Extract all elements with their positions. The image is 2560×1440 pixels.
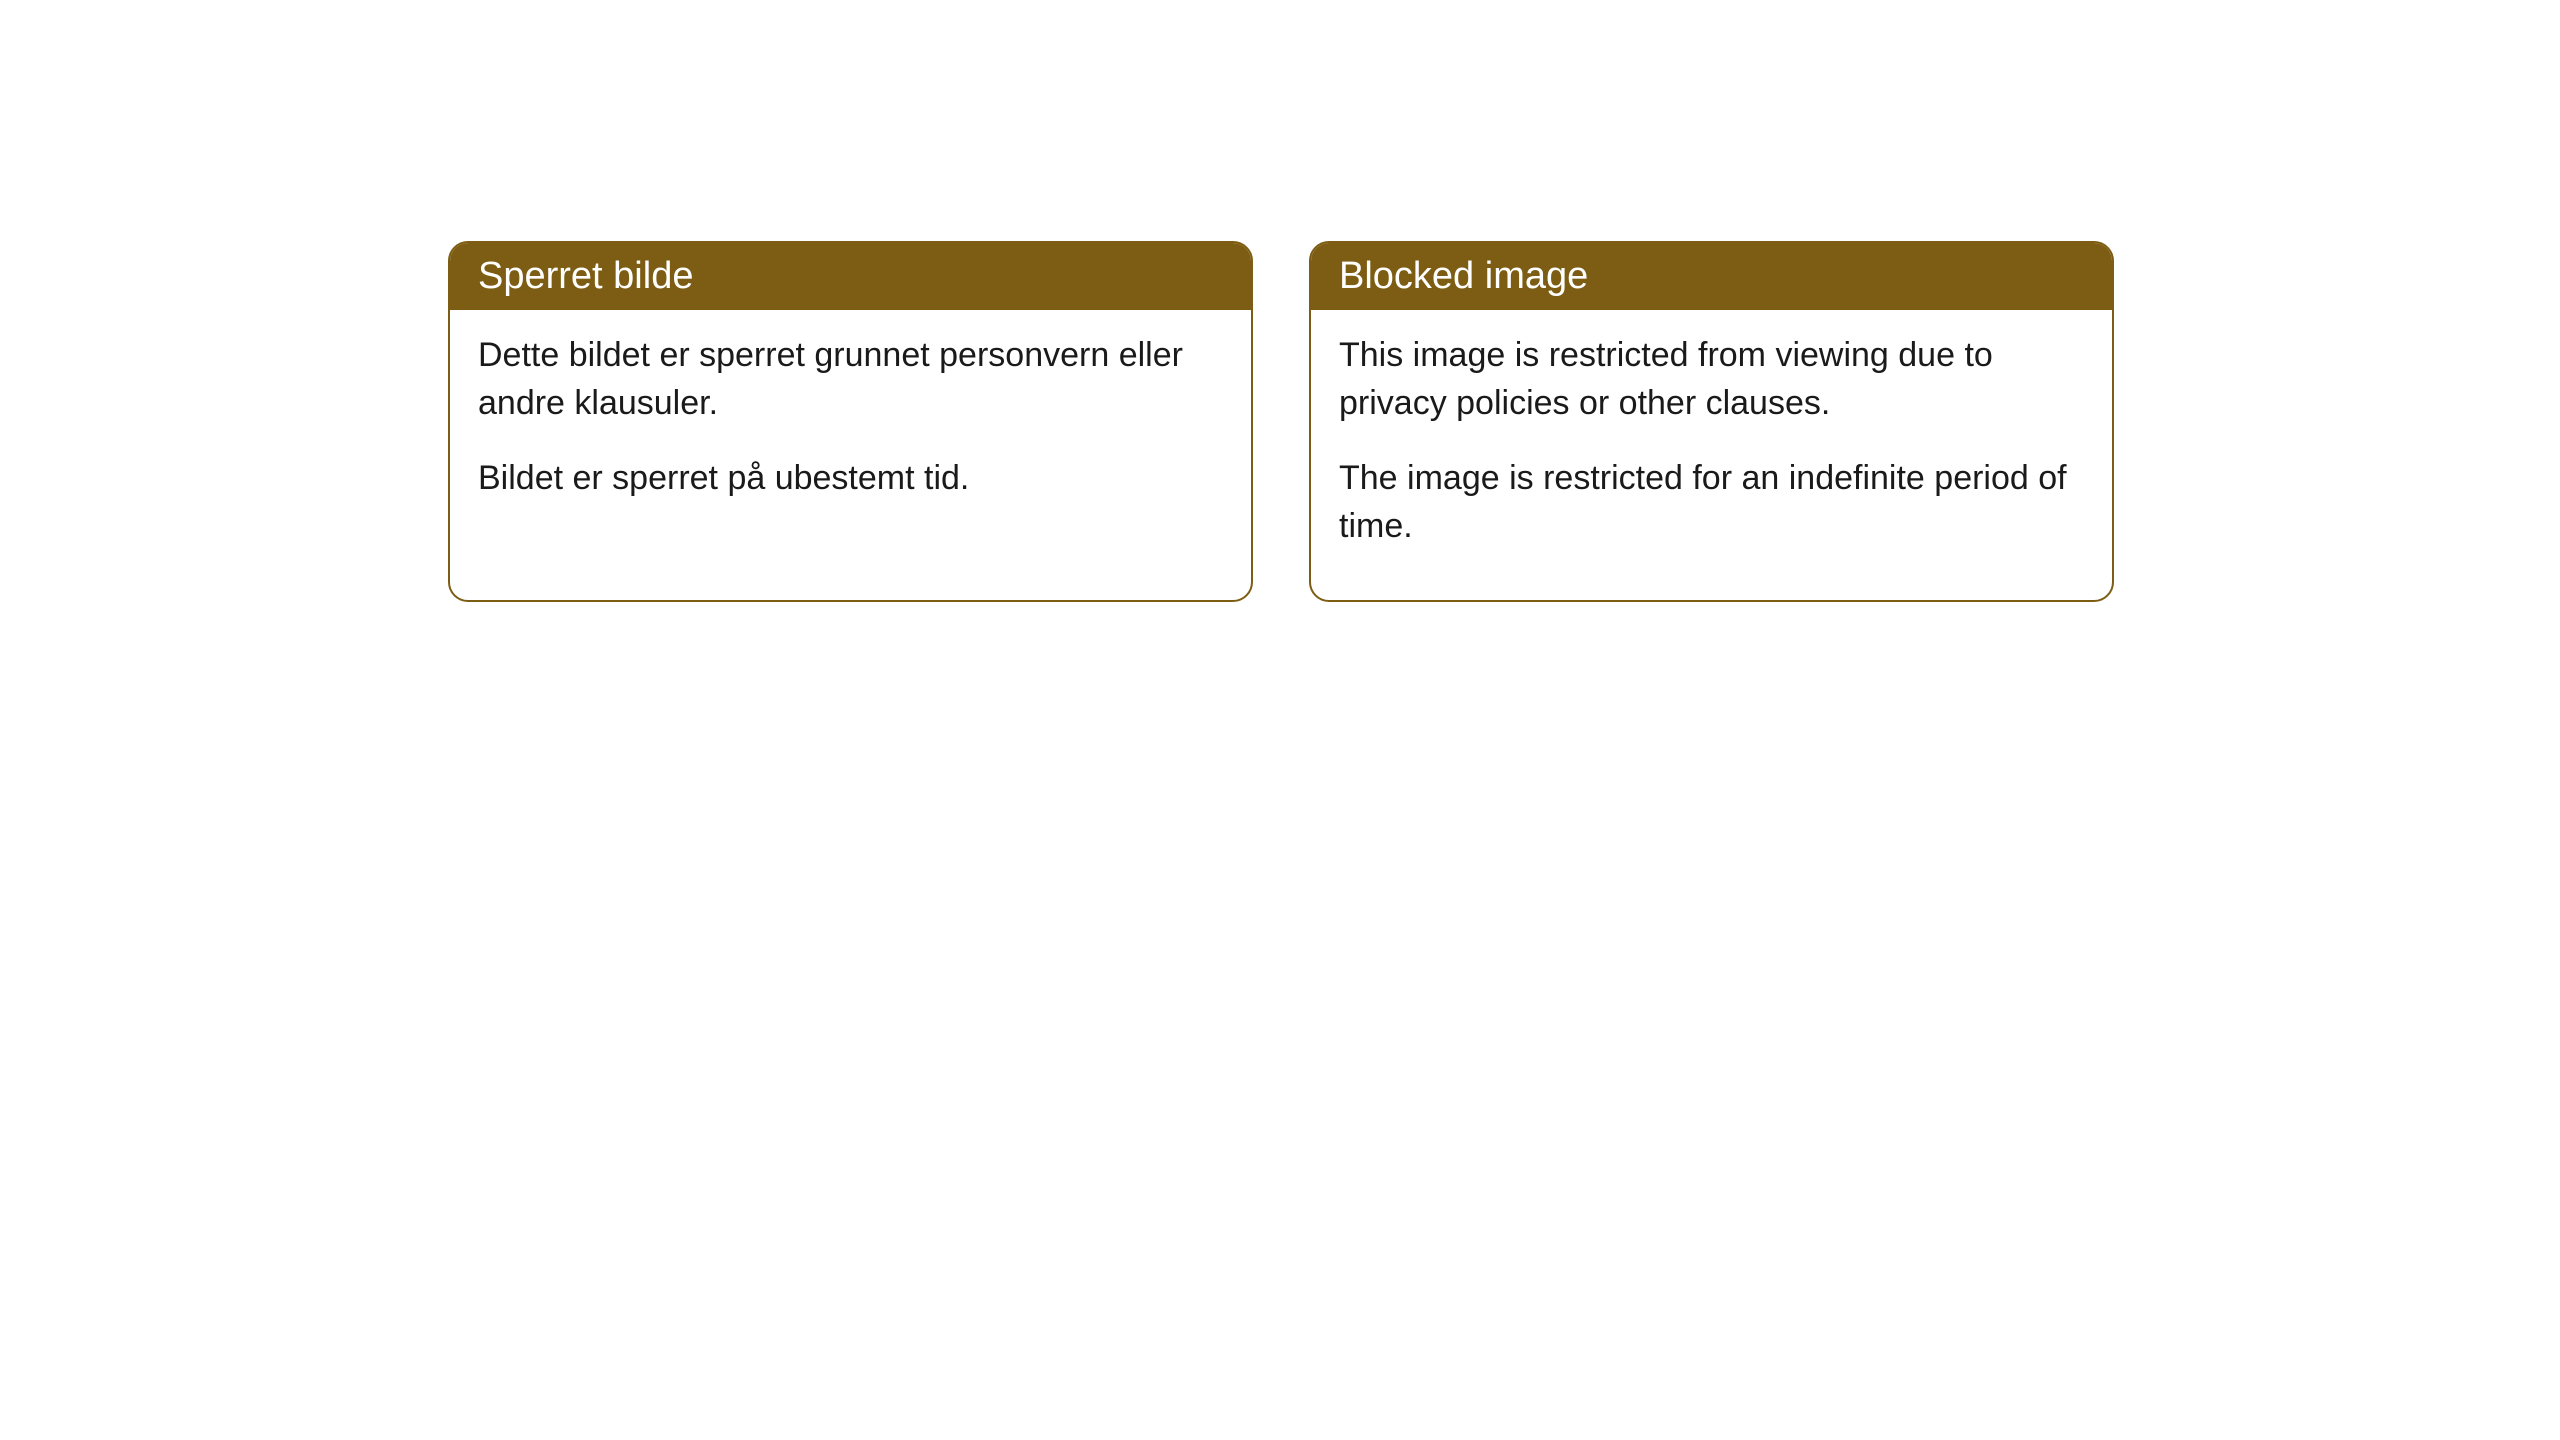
card-body-norwegian: Dette bildet er sperret grunnet personve…: [450, 310, 1251, 553]
card-paragraph-1: Dette bildet er sperret grunnet personve…: [478, 332, 1223, 427]
notice-cards-container: Sperret bilde Dette bildet er sperret gr…: [448, 241, 2114, 602]
card-title: Sperret bilde: [478, 255, 693, 297]
card-body-english: This image is restricted from viewing du…: [1311, 310, 2112, 600]
card-title: Blocked image: [1339, 255, 1588, 297]
card-paragraph-1: This image is restricted from viewing du…: [1339, 332, 2084, 427]
blocked-image-card-norwegian: Sperret bilde Dette bildet er sperret gr…: [448, 241, 1253, 602]
card-paragraph-2: The image is restricted for an indefinit…: [1339, 455, 2084, 550]
card-header-english: Blocked image: [1311, 243, 2112, 310]
card-paragraph-2: Bildet er sperret på ubestemt tid.: [478, 455, 1223, 503]
card-header-norwegian: Sperret bilde: [450, 243, 1251, 310]
blocked-image-card-english: Blocked image This image is restricted f…: [1309, 241, 2114, 602]
